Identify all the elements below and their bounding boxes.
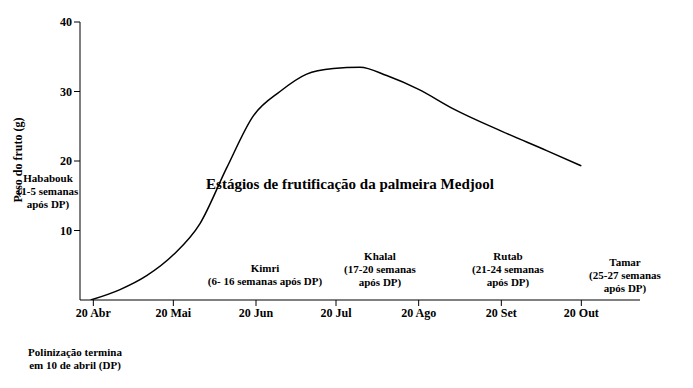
svg-text:20 Out: 20 Out (564, 306, 599, 320)
html-text:(6- 16 semanas após DP): (6- 16 semanas após DP) (207, 275, 323, 287)
svg-text:30: 30 (60, 85, 72, 99)
html-text:Rutab: Rutab (493, 250, 523, 262)
svg-text:20: 20 (60, 154, 72, 168)
html-text:(17-20 semanas: (17-20 semanas (344, 263, 416, 275)
html-text:(25-27 semanas: (25-27 semanas (589, 269, 661, 281)
html-text:em 10 de abril (DP): em 10 de abril (DP) (29, 359, 121, 371)
html-text:após DP): após DP) (358, 276, 402, 288)
html-text:Khalal: Khalal (364, 250, 396, 262)
svg-text:10: 10 (60, 224, 72, 238)
svg-text:40: 40 (60, 15, 72, 29)
svg-text:20 Ago: 20 Ago (401, 306, 436, 320)
html-text:Polinização termina: Polinização termina (28, 346, 122, 358)
html-text:Peso do fruto (g): Peso do fruto (g) (10, 117, 25, 203)
html-text:Tamar: Tamar (609, 256, 641, 268)
html-text:(21-24 semanas: (21-24 semanas (472, 263, 544, 275)
html-text:(1-5 semanas: (1-5 semanas (17, 185, 79, 197)
svg-text:20 Abr: 20 Abr (76, 306, 112, 320)
html-text:Kimri: Kimri (250, 262, 280, 274)
html-text:Estágios de frutificação da pa: Estágios de frutificação da palmeira Med… (206, 175, 494, 192)
html-text:após DP): após DP) (603, 282, 647, 294)
html-text:após DP): após DP) (486, 276, 530, 288)
html-text:após DP): após DP) (26, 198, 70, 210)
svg-text:20 Jun: 20 Jun (239, 306, 274, 320)
svg-text:20 Set: 20 Set (486, 306, 517, 320)
svg-text:20 Mai: 20 Mai (155, 306, 191, 320)
html-text:Hababouk: Hababouk (23, 172, 73, 184)
svg-text:20 Jul: 20 Jul (320, 306, 352, 320)
